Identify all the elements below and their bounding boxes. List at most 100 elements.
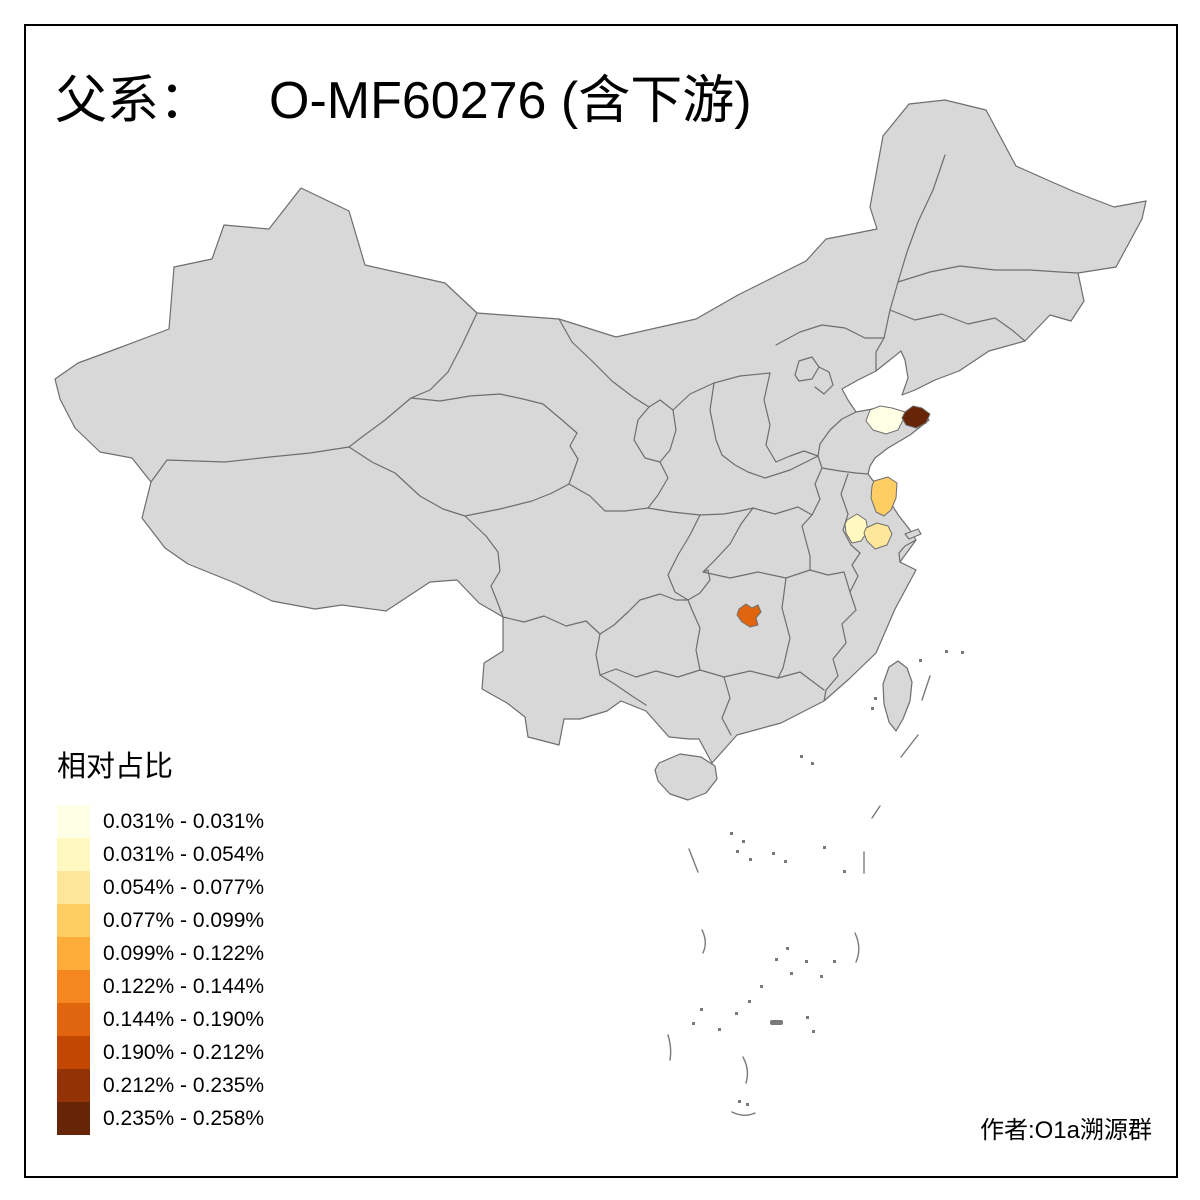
region-hunan-west <box>736 603 762 628</box>
legend-swatch <box>57 1003 90 1036</box>
province-border <box>672 382 715 411</box>
legend-row: 0.122% - 0.144% <box>57 970 264 1003</box>
province-border <box>633 399 677 463</box>
province-border <box>699 669 825 691</box>
province-border <box>599 599 641 635</box>
province-border <box>775 324 885 346</box>
province-border <box>348 397 412 448</box>
island-specks <box>692 650 964 1106</box>
legend-swatch <box>57 970 90 1003</box>
province-border <box>721 676 732 736</box>
province-border <box>897 265 1079 283</box>
legend-row: 0.031% - 0.031% <box>57 805 264 838</box>
province-border <box>410 393 578 434</box>
island-chain-strokes <box>667 675 931 1116</box>
chongming-island <box>904 528 922 540</box>
province-border <box>823 689 827 702</box>
province-border <box>898 539 917 563</box>
province-border <box>464 515 504 618</box>
legend-label: 0.031% - 0.031% <box>103 809 265 833</box>
legend-label: 0.212% - 0.235% <box>103 1073 265 1097</box>
legend-label: 0.122% - 0.144% <box>103 974 265 998</box>
china-mainland-outline <box>54 99 1147 764</box>
province-border <box>150 446 350 483</box>
province-border <box>889 309 1026 342</box>
province-border <box>647 461 669 509</box>
region-shandong-peninsula-east <box>901 405 931 429</box>
province-border <box>709 382 749 473</box>
islands-group <box>654 528 964 1116</box>
province-border <box>775 450 819 463</box>
legend-swatch <box>57 871 90 904</box>
legend-label: 0.099% - 0.122% <box>103 941 265 965</box>
legend-label: 0.031% - 0.054% <box>103 842 265 866</box>
title-prefix: 父系： <box>55 73 212 130</box>
title-main: O-MF60276 (含下游) <box>269 72 752 130</box>
province-border <box>777 577 791 679</box>
legend-label: 0.077% - 0.099% <box>103 908 265 932</box>
province-border <box>687 569 711 601</box>
legend-swatch <box>57 1069 90 1102</box>
province-border <box>825 609 857 691</box>
legend-row: 0.212% - 0.235% <box>57 1069 264 1102</box>
province-border <box>811 467 823 516</box>
legend-swatch <box>57 838 90 871</box>
hainan-island <box>654 753 718 801</box>
legend-label: 0.144% - 0.190% <box>103 1007 265 1031</box>
legend-label: 0.190% - 0.212% <box>103 1040 265 1064</box>
legend-row: 0.077% - 0.099% <box>57 904 264 937</box>
province-border <box>713 372 771 384</box>
legend-swatch <box>57 805 90 838</box>
legend-swatch <box>57 904 90 937</box>
province-border <box>801 514 813 571</box>
province-border <box>647 507 754 516</box>
province-border <box>817 411 857 457</box>
province-border <box>464 483 570 517</box>
province-border <box>702 507 754 573</box>
highlight-regions <box>736 405 931 628</box>
mainland-group <box>54 99 1147 764</box>
legend-row: 0.144% - 0.190% <box>57 1003 264 1036</box>
province-border <box>568 432 579 485</box>
legend-swatch <box>57 1102 90 1135</box>
legend-swatch <box>57 1036 90 1069</box>
province-border <box>763 372 777 463</box>
legend-swatch <box>57 937 90 970</box>
legend-entries: 0.031% - 0.031% 0.031% - 0.054% 0.054% - 0… <box>57 805 264 1135</box>
figure-title: 父系： O-MF60276 (含下游) <box>55 58 752 133</box>
province-border <box>599 668 701 678</box>
region-jiangsu-north-coast <box>870 476 898 517</box>
province-border <box>568 483 649 512</box>
legend-row: 0.054% - 0.077% <box>57 871 264 904</box>
credit-text: 作者:O1a溯源群 <box>979 1117 1152 1144</box>
province-border <box>747 455 819 479</box>
legend-row: 0.235% - 0.258% <box>57 1102 264 1135</box>
taiwan-island <box>882 660 913 732</box>
province-border <box>348 446 466 517</box>
province-border <box>599 674 647 706</box>
province-border <box>667 514 701 601</box>
province-border <box>817 455 869 475</box>
legend-title: 相对占比 <box>57 751 174 783</box>
province-borders <box>150 154 1079 736</box>
province-border <box>558 318 650 408</box>
province-border <box>702 569 811 579</box>
legend-row: 0.099% - 0.122% <box>57 937 264 970</box>
province-border <box>849 552 861 611</box>
legend: 相对占比 0.031% - 0.031% 0.031% - 0.054% 0.054… <box>57 750 264 1135</box>
legend-label: 0.235% - 0.258% <box>103 1106 265 1130</box>
province-border <box>410 312 478 399</box>
legend-row: 0.031% - 0.054% <box>57 838 264 871</box>
province-border <box>752 506 813 516</box>
legend-row: 0.190% - 0.212% <box>57 1036 264 1069</box>
province-border <box>639 593 693 611</box>
province-border <box>502 615 601 635</box>
region-jiangsu-south-central <box>863 522 893 550</box>
province-border <box>875 337 885 372</box>
region-jiangsu-south-west <box>844 513 869 544</box>
province-border <box>595 633 601 676</box>
province-border <box>809 569 851 593</box>
legend-label: 0.054% - 0.077% <box>103 875 265 899</box>
